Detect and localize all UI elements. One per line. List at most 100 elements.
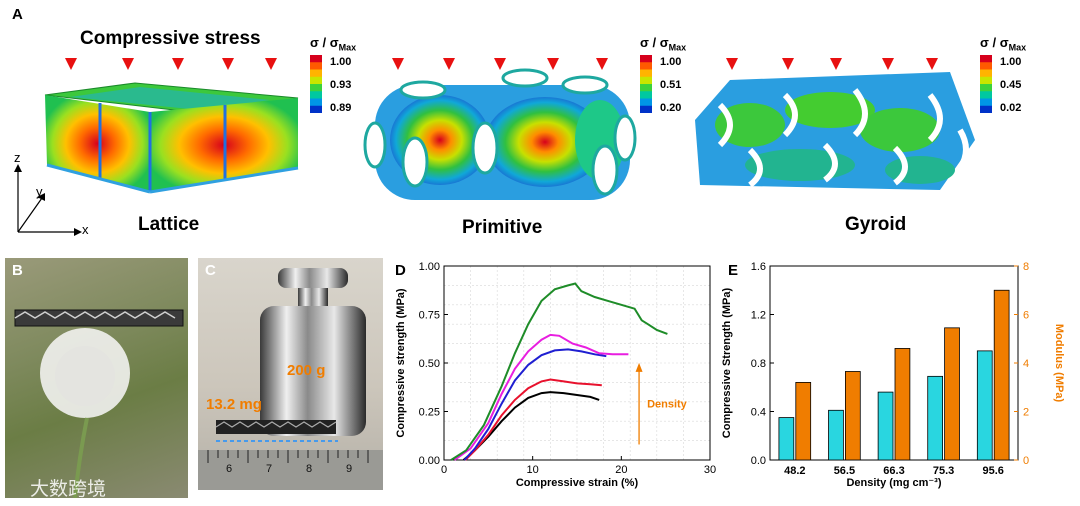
series-line-48.2: [462, 391, 600, 461]
y2-tick-label: 0: [1023, 455, 1029, 467]
primitive-label: Primitive: [462, 217, 543, 238]
panel-b-letter: B: [12, 262, 23, 279]
gyroid-label: Gyroid: [845, 214, 907, 235]
legend-gyroid-min: 0.02: [1000, 102, 1022, 114]
density-arrowhead: [635, 362, 643, 372]
legend-primitive-min: 0.20: [660, 102, 682, 114]
colorbar-cell: [980, 55, 992, 63]
colorbar-cell: [980, 98, 992, 107]
x-axis-label: Density (mg cm⁻³): [846, 477, 941, 489]
colorbar-gyroid: [980, 55, 992, 114]
compression-arrows: [392, 58, 608, 70]
dandelion-photo: [5, 258, 188, 498]
x-axis-label: Compressive strain (%): [516, 477, 639, 489]
y-axis-label: Compressive strength (MPa): [395, 288, 407, 437]
sample-mass-label: 13.2 mg: [206, 396, 262, 413]
y-tick-label: 0.50: [419, 358, 440, 370]
density-bar-chart: 0.0 0.4 0.8 1.2 1.6 0 2 4 6 8 48.2 56.5 66.3 75.3 95.6…: [721, 261, 1065, 489]
series-line-95.6: [450, 282, 668, 461]
colorbar-cell: [310, 84, 322, 92]
legend-primitive-max: 1.00: [660, 56, 682, 68]
y-tick-label: 0.75: [419, 310, 440, 322]
coordinate-axes: [14, 164, 82, 236]
modulus-bar: [894, 348, 911, 461]
colorbar-cell: [640, 84, 652, 92]
y2-tick-label: 8: [1023, 261, 1029, 273]
colorbar-cell: [310, 55, 322, 63]
colorbar-cell: [310, 76, 322, 85]
watermark-text: 大数跨境: [30, 479, 107, 500]
colorbar-cell: [640, 55, 652, 63]
ruler-number: 9: [346, 463, 353, 475]
axis-y-label: y: [36, 184, 43, 199]
lattice-stress-figure: [44, 58, 299, 194]
colorbar-cell: [980, 91, 992, 99]
x-tick-label: 0: [441, 464, 447, 476]
lattice-label: Lattice: [138, 214, 200, 235]
category-label: 75.3: [933, 465, 954, 477]
colorbar-cell: [980, 105, 992, 114]
colorbar-cell: [640, 69, 652, 78]
legend-gyroid-max: 1.00: [1000, 56, 1022, 68]
colorbar-lattice: [310, 55, 322, 114]
ruler-number: 8: [306, 463, 313, 475]
modulus-bar: [795, 382, 812, 461]
x-tick-label: 10: [527, 464, 539, 476]
compressive-stress-title: Compressive stress: [80, 28, 261, 49]
colorbar-cell: [640, 76, 652, 85]
modulus-bar: [944, 327, 960, 461]
density-annotation: Density: [647, 399, 688, 411]
y-tick-label: 1.00: [419, 261, 440, 273]
y-tick-label: 1.2: [751, 310, 766, 322]
primitive-stress-figure: [363, 58, 637, 200]
colorbar-cell: [640, 98, 652, 107]
weight-mass-label: 200 g: [287, 362, 326, 379]
colorbar-cell: [310, 98, 322, 107]
compression-arrows: [726, 58, 938, 70]
y-tick-label: 0.25: [419, 407, 440, 419]
legend-primitive-mid: 0.51: [660, 79, 682, 91]
y2-tick-label: 2: [1023, 407, 1029, 419]
strength-bar: [976, 350, 993, 461]
modulus-bar: [993, 289, 1010, 461]
colorbar-cell: [640, 91, 652, 99]
series-line-75.3: [454, 333, 629, 461]
y-axis-label: Compressive Strength (MPa): [721, 287, 733, 438]
panel-a-letter: A: [12, 6, 23, 23]
y-tick-label: 0.4: [751, 407, 766, 419]
y2-tick-label: 6: [1023, 310, 1029, 322]
category-label: 66.3: [883, 465, 904, 477]
colorbar-cell: [980, 84, 992, 92]
legend-lattice-min: 0.89: [330, 102, 352, 114]
weight-photo: [198, 258, 383, 490]
colorbar-cell: [640, 62, 652, 70]
legend-title-gyroid: σ / σMax: [980, 35, 1027, 53]
strength-bar: [927, 375, 944, 461]
compression-arrows: [65, 58, 277, 70]
ruler-number: 6: [226, 463, 233, 475]
y-tick-label: 0.0: [751, 455, 766, 467]
strength-bar: [877, 391, 894, 461]
legend-lattice-mid: 0.93: [330, 79, 352, 91]
y-tick-label: 0.8: [751, 358, 766, 370]
colorbar-cell: [640, 105, 652, 114]
category-label: 56.5: [834, 465, 855, 477]
panel-c-letter: C: [205, 262, 216, 279]
y2-axis-label: Modulus (MPa): [1053, 324, 1065, 403]
series-line-66.3: [463, 348, 607, 461]
panel-d-letter: D: [395, 262, 406, 279]
legend-gyroid-mid: 0.45: [1000, 79, 1022, 91]
colorbar-cell: [310, 62, 322, 70]
axis-x-label: x: [82, 222, 89, 237]
series-line-56.5: [464, 378, 602, 461]
colorbar-cell: [310, 105, 322, 114]
colorbar-primitive: [640, 55, 652, 114]
modulus-bar: [845, 371, 861, 461]
category-label: 95.6: [982, 465, 1003, 477]
stress-strain-chart: 0 10 20 30 0.00 0.25 0.50 0.75 1.00 Compressive s…: [395, 261, 716, 489]
legend-title-primitive: σ / σMax: [640, 35, 687, 53]
colorbar-cell: [310, 69, 322, 78]
y2-tick-label: 4: [1023, 358, 1029, 370]
y-tick-label: 1.6: [751, 261, 766, 273]
colorbar-cell: [980, 69, 992, 78]
